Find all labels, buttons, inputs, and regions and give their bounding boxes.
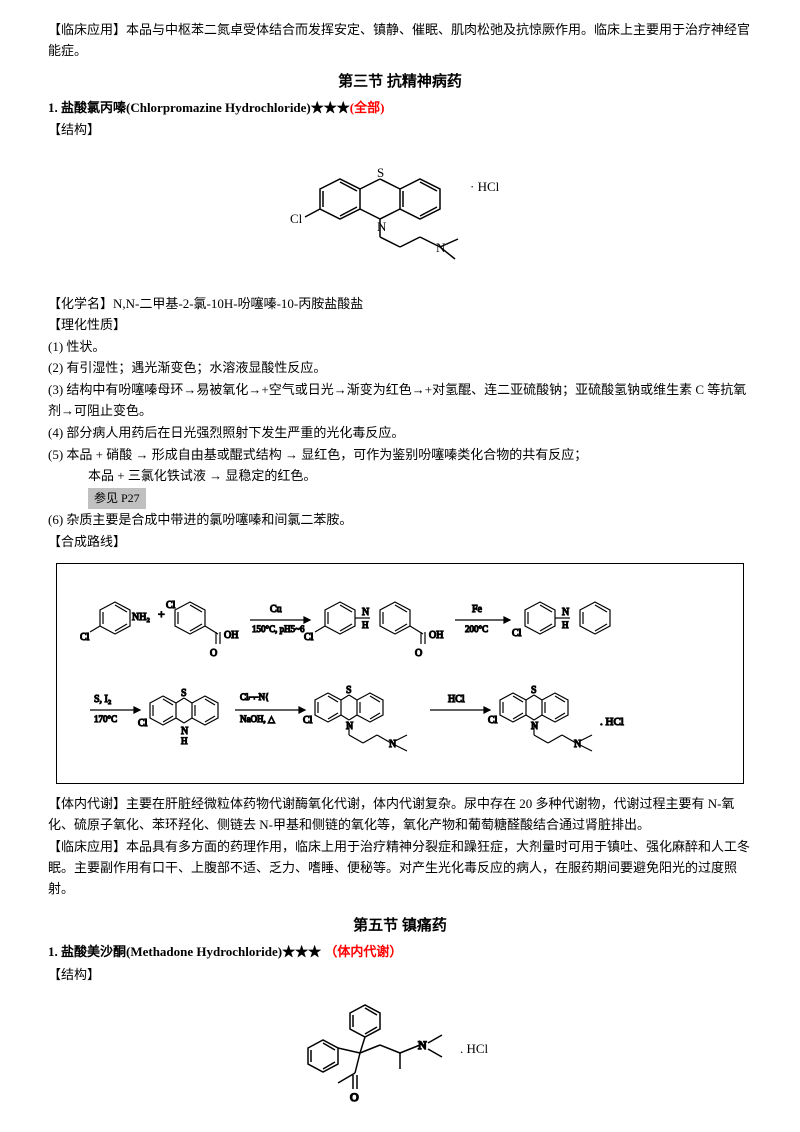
svg-text:N: N: [346, 721, 353, 732]
drug5-1-stars: ★★★: [282, 944, 321, 959]
svg-text:S, I₂: S, I₂: [94, 694, 111, 705]
prop2: (2) 有引湿性；遇光渐变色；水溶液显酸性反应。: [48, 358, 752, 379]
prop5b: 本品 + 三氯化铁试液 → 显稳定的红色。: [48, 466, 752, 487]
svg-text:Cu: Cu: [270, 604, 282, 615]
svg-text:+: +: [158, 607, 165, 621]
properties-label: 【理化性质】: [48, 315, 752, 336]
svg-text:N: N: [531, 721, 538, 732]
section5-title: 第五节 镇痛药: [48, 914, 752, 938]
svg-text:N: N: [418, 1038, 427, 1052]
metabolism-text: 主要在肝脏经微粒体药物代谢酶氧化代谢，体内代谢复杂。尿中存在 20 多种代谢物，…: [48, 796, 734, 832]
svg-text:N: N: [377, 219, 387, 234]
svg-text:S: S: [181, 688, 187, 699]
svg-text:O: O: [210, 648, 217, 659]
drug5-1-title: 1. 盐酸美沙酮(Methadone Hydrochloride)★★★ （体内…: [48, 942, 752, 963]
drug1-tag: (全部): [350, 100, 385, 115]
prop4: (4) 部分病人用药后在日光强烈照射下发生严重的光化毒反应。: [48, 423, 752, 444]
structure-label: 【结构】: [48, 120, 752, 141]
svg-text:. HCl: . HCl: [600, 716, 624, 728]
structure5-label: 【结构】: [48, 965, 752, 986]
drug1-stars: ★★★: [311, 100, 350, 115]
intro-clinical: 【临床应用】本品与中枢苯二氮卓受体结合而发挥安定、镇静、催眠、肌肉松弛及抗惊厥作…: [48, 20, 752, 62]
metabolism-row: 【体内代谢】主要在肝脏经微粒体药物代谢酶氧化代谢，体内代谢复杂。尿中存在 20 …: [48, 794, 752, 836]
metabolism-label: 【体内代谢】: [48, 796, 126, 811]
methadone-structure: O N . HCl: [48, 993, 752, 1120]
svg-text:OH: OH: [429, 630, 443, 641]
chemname-label: 【化学名】: [48, 296, 113, 311]
svg-text:H: H: [181, 736, 188, 746]
svg-text:Cl: Cl: [80, 632, 90, 643]
svg-text:Cl: Cl: [304, 632, 314, 643]
svg-text:Cl: Cl: [290, 211, 303, 226]
svg-text:N: N: [436, 240, 446, 255]
svg-text:. HCl: . HCl: [460, 1041, 489, 1056]
prop6: (6) 杂质主要是合成中带进的氯吩噻嗪和间氯二苯胺。: [48, 510, 752, 531]
svg-text:NH₂: NH₂: [132, 612, 150, 623]
svg-text:O: O: [415, 648, 422, 659]
svg-text:H: H: [562, 620, 569, 630]
svg-text:150°C, pH5~6: 150°C, pH5~6: [252, 624, 305, 634]
section3-title: 第三节 抗精神病药: [48, 70, 752, 94]
chlorpromazine-structure: S N Cl N · HCl: [48, 149, 752, 286]
svg-text:HCl: HCl: [448, 694, 465, 705]
prop5a: (5) 本品 + 硝酸 → 形成自由基或醌式结构 → 显红色，可作为鉴别吩噻嗪类…: [48, 445, 752, 466]
svg-text:H: H: [362, 620, 369, 630]
drug1-title: 1. 盐酸氯丙嗪(Chlorpromazine Hydrochloride)★★…: [48, 98, 752, 119]
drug1-number: 1. 盐酸氯丙嗪(Chlorpromazine Hydrochloride): [48, 100, 311, 115]
ref-box: 参见 P27: [88, 488, 146, 509]
clinical-row: 【临床应用】本品具有多方面的药理作用，临床上用于治疗精神分裂症和躁狂症，大剂量时…: [48, 837, 752, 899]
synthesis-label: 【合成路线】: [48, 532, 752, 553]
chemname-row: 【化学名】N,N-二甲基-2-氯-10H-吩噻嗪-10-丙胺盐酸盐: [48, 294, 752, 315]
svg-text:S: S: [531, 685, 537, 696]
svg-text:NaOH, △: NaOH, △: [240, 714, 275, 724]
svg-text:170°C: 170°C: [94, 714, 117, 724]
clinical-text: 本品具有多方面的药理作用，临床上用于治疗精神分裂症和躁狂症，大剂量时可用于镇吐、…: [48, 839, 750, 896]
prop1: (1) 性状。: [48, 337, 752, 358]
svg-text:O: O: [350, 1090, 359, 1104]
svg-text:Fe: Fe: [472, 604, 483, 615]
svg-text:Cl: Cl: [512, 628, 522, 639]
svg-text:200°C: 200°C: [465, 624, 488, 634]
chemname-text: N,N-二甲基-2-氯-10H-吩噻嗪-10-丙胺盐酸盐: [113, 296, 363, 311]
svg-text:Cl: Cl: [138, 718, 148, 729]
ref-wrap: 参见 P27: [48, 488, 752, 509]
drug5-1-tag: （体内代谢）: [324, 944, 402, 959]
svg-text:Cl: Cl: [488, 715, 498, 726]
svg-text:N: N: [562, 607, 569, 618]
prop3: (3) 结构中有吩噻嗪母环→易被氧化→+空气或日光→渐变为红色→+对氢醌、连二亚…: [48, 380, 752, 422]
svg-text:Cl⌐⌐N⟨: Cl⌐⌐N⟨: [240, 692, 269, 702]
svg-text:Cl: Cl: [166, 600, 176, 611]
svg-text:S: S: [346, 685, 352, 696]
svg-text:S: S: [377, 165, 384, 180]
svg-text:N: N: [362, 607, 369, 618]
drug5-1-number: 1. 盐酸美沙酮(Methadone Hydrochloride): [48, 944, 282, 959]
svg-text:Cl: Cl: [303, 715, 313, 726]
clinical-label: 【临床应用】: [48, 839, 126, 854]
svg-text:OH: OH: [224, 630, 238, 641]
svg-text:· HCl: · HCl: [470, 179, 500, 194]
synthesis-box: Cl NH₂ + Cl O OH Cu 150°C, pH5~6 Cl NH O…: [56, 563, 744, 784]
